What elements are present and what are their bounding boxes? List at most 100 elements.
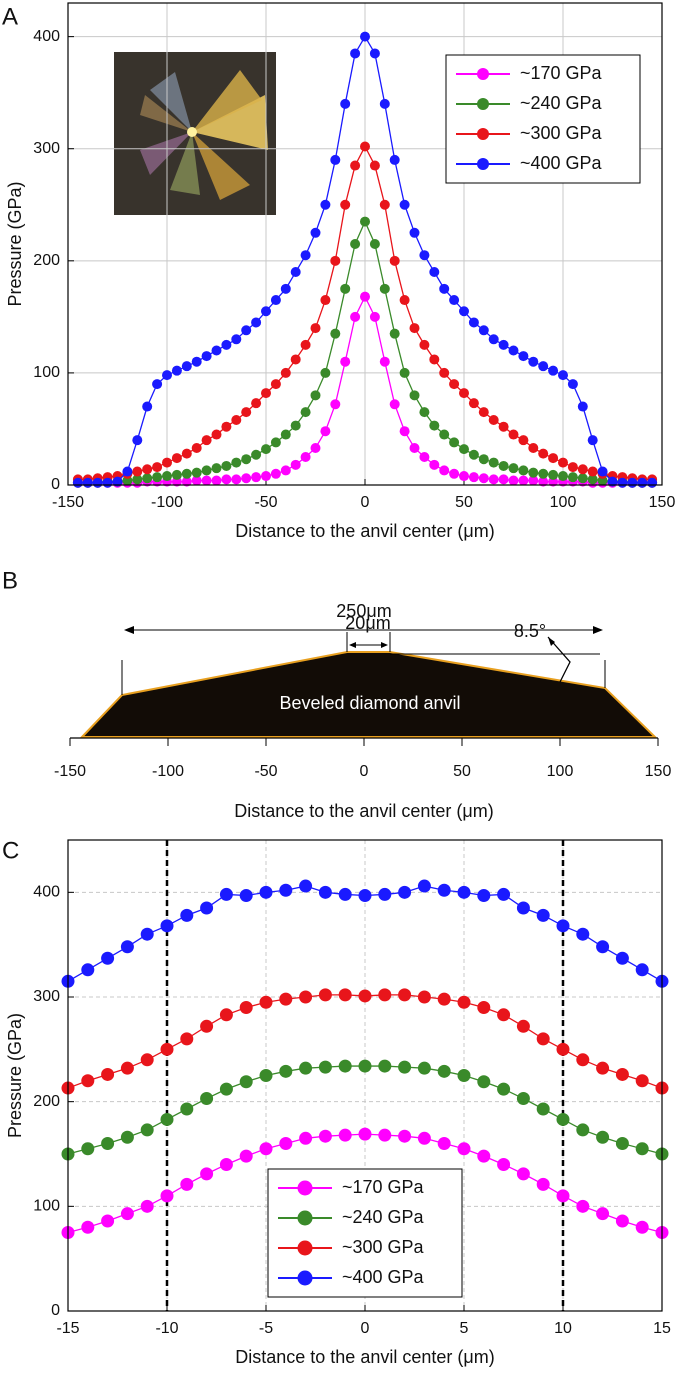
data-point <box>219 887 233 901</box>
data-point <box>162 457 172 468</box>
data-point <box>181 476 192 487</box>
data-point <box>538 361 549 372</box>
data-point <box>587 466 598 477</box>
data-point <box>261 471 271 482</box>
data-point <box>181 448 192 459</box>
data-point <box>81 963 95 977</box>
x-tick-label: -10 <box>155 1320 178 1337</box>
data-point <box>239 1075 253 1089</box>
data-point <box>330 154 341 165</box>
data-point <box>536 1177 550 1191</box>
x-tick-label: 50 <box>453 763 471 780</box>
data-point <box>270 379 281 390</box>
data-point <box>191 475 202 486</box>
data-point <box>457 1069 471 1082</box>
data-point <box>261 306 271 317</box>
data-point <box>635 1074 649 1088</box>
data-point <box>290 420 301 431</box>
data-point <box>101 951 115 965</box>
data-point <box>160 1042 174 1056</box>
data-point <box>270 295 281 306</box>
data-point <box>607 476 618 487</box>
data-point <box>497 1008 511 1022</box>
data-point <box>201 465 212 476</box>
data-point <box>468 472 479 483</box>
data-point <box>508 463 519 474</box>
x-tick-label: -50 <box>254 494 277 511</box>
data-point <box>279 883 293 897</box>
x-tick-label: 10 <box>554 1320 572 1337</box>
data-point <box>429 420 440 431</box>
data-point <box>419 407 430 418</box>
data-point <box>318 885 332 899</box>
x-tick-label: -150 <box>52 494 84 511</box>
data-point <box>409 390 420 401</box>
data-point <box>211 463 222 474</box>
data-point <box>398 1129 412 1143</box>
data-point <box>567 379 578 390</box>
data-point <box>439 283 450 294</box>
data-point <box>369 160 380 171</box>
data-point <box>457 885 471 899</box>
data-point <box>318 988 332 1002</box>
data-point <box>596 1061 610 1075</box>
data-point <box>498 339 509 350</box>
data-point <box>536 1032 550 1046</box>
data-point <box>399 367 410 378</box>
y-tick-label: 100 <box>33 364 60 381</box>
data-point <box>587 474 598 485</box>
data-point <box>409 323 420 334</box>
data-point <box>239 888 253 902</box>
data-point <box>488 334 499 345</box>
data-point <box>299 1061 313 1075</box>
data-point <box>617 477 628 488</box>
data-point <box>449 468 460 479</box>
data-point <box>318 1060 332 1074</box>
data-point <box>518 351 529 362</box>
data-point <box>398 988 412 1002</box>
data-point <box>536 908 550 922</box>
data-point <box>338 887 352 901</box>
data-point <box>219 1157 233 1171</box>
data-point <box>152 462 163 473</box>
data-point <box>239 1000 253 1014</box>
data-point <box>379 98 390 109</box>
data-point <box>417 1061 431 1075</box>
data-point <box>437 992 451 1006</box>
data-point <box>180 1102 194 1116</box>
data-point <box>360 141 370 152</box>
x-tick-label: 100 <box>550 494 577 511</box>
data-point <box>567 462 578 473</box>
data-point <box>518 465 529 476</box>
x-tick-label: -50 <box>254 763 277 780</box>
data-point <box>101 1067 115 1081</box>
data-point <box>419 250 430 261</box>
data-point <box>231 334 242 345</box>
data-point <box>160 919 174 933</box>
data-point <box>360 291 370 302</box>
data-point <box>241 407 252 418</box>
annotation: Beveled diamond anvil <box>279 693 460 713</box>
data-point <box>140 1053 154 1067</box>
data-point <box>577 464 588 475</box>
data-point <box>221 460 232 471</box>
data-point <box>528 467 539 478</box>
data-point <box>221 421 232 432</box>
data-point <box>459 444 469 455</box>
legend-label: ~300 GPa <box>342 1237 425 1257</box>
data-point <box>398 885 412 899</box>
data-point <box>597 466 608 477</box>
data-point <box>239 1149 253 1163</box>
data-point <box>498 460 509 471</box>
data-point <box>162 471 172 482</box>
annotation: 20μm <box>345 613 390 633</box>
data-point <box>160 1112 174 1126</box>
x-tick-label: -100 <box>152 763 184 780</box>
data-point <box>259 1069 273 1082</box>
data-point <box>101 1137 115 1151</box>
data-point <box>221 339 232 350</box>
data-point <box>538 468 549 479</box>
legend-label: ~300 GPa <box>520 123 603 143</box>
x-tick-label: 50 <box>455 494 473 511</box>
data-point <box>318 1129 332 1143</box>
